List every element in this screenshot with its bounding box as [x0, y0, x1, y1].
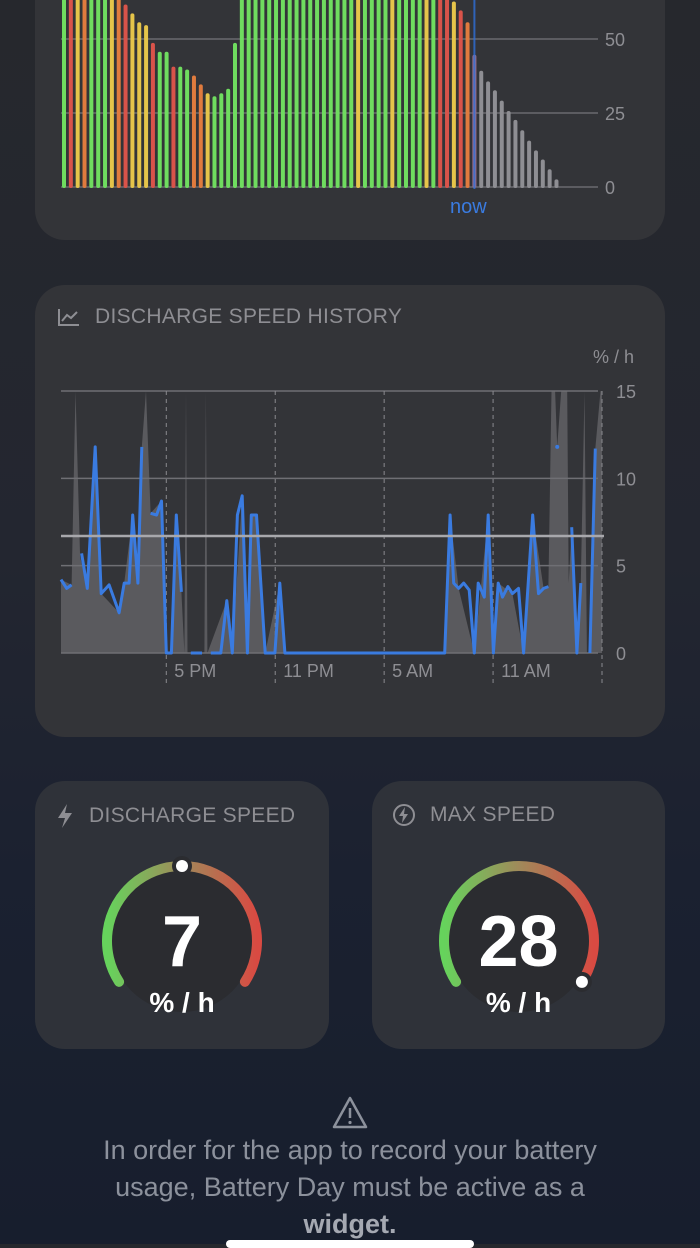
speed-line [588, 448, 597, 654]
widget-link[interactable]: widget. [303, 1209, 397, 1239]
y-tick-label: 50 [605, 30, 625, 50]
discharge-history-chart: 0 5 10 15 5 PM 11 PM 5 AM 11 AM [59, 382, 636, 683]
max-speed-gauge [439, 861, 599, 1012]
history-unit: % / h [593, 347, 635, 367]
gauge-value: 28 [478, 902, 559, 982]
bolt-icon [58, 804, 72, 828]
max-speed-area [61, 391, 602, 653]
gauge-title: MAX SPEED [430, 803, 556, 826]
x-tick-label: 5 PM [174, 661, 216, 681]
battery-level-chart: 0 25 50 [61, 0, 625, 198]
speed-line [210, 494, 549, 655]
gauge-arc [439, 861, 599, 987]
gauge-indicator [575, 975, 588, 988]
y-tick-label: 5 [616, 557, 626, 577]
speed-line [150, 499, 183, 655]
y-tick-label: 25 [605, 104, 625, 124]
speed-line [80, 445, 144, 615]
gauge-face [111, 870, 253, 1012]
y-tick-label: 0 [605, 178, 615, 198]
gauge-unit: % / h [485, 987, 552, 1018]
max-speed-card: MAX SPEED 28 % / h [372, 781, 665, 1049]
history-header: DISCHARGE SPEED HISTORY [57, 305, 402, 329]
widget-notice: In order for the app to record your batt… [80, 1132, 620, 1243]
gauge-title: DISCHARGE SPEED [89, 804, 296, 827]
discharge-gauge [102, 856, 262, 1012]
line-chart-icon [58, 309, 79, 326]
y-tick-label: 10 [616, 469, 636, 489]
bolt-circle-icon [393, 804, 415, 826]
discharge-speed-card: DISCHARGE SPEED 7 % / h [35, 781, 329, 1049]
home-indicator[interactable] [226, 1240, 474, 1248]
y-tick-label: 0 [616, 644, 626, 664]
speed-line [570, 527, 583, 655]
x-tick-label: 5 AM [392, 661, 433, 681]
gauge-face [448, 870, 590, 1012]
now-label: now [450, 196, 487, 218]
notice-text: In order for the app to record your batt… [103, 1135, 597, 1202]
history-title: DISCHARGE SPEED HISTORY [95, 305, 403, 328]
y-tick-label: 15 [616, 382, 636, 402]
gauge-indicator [176, 860, 188, 872]
x-tick-label: 11 AM [501, 661, 551, 681]
speed-line [59, 578, 73, 590]
gauge-value: 7 [161, 902, 203, 982]
warning-icon [332, 1096, 368, 1129]
x-tick-label: 11 PM [283, 661, 334, 681]
gauge-unit: % / h [149, 987, 215, 1018]
speed-point [555, 444, 560, 449]
